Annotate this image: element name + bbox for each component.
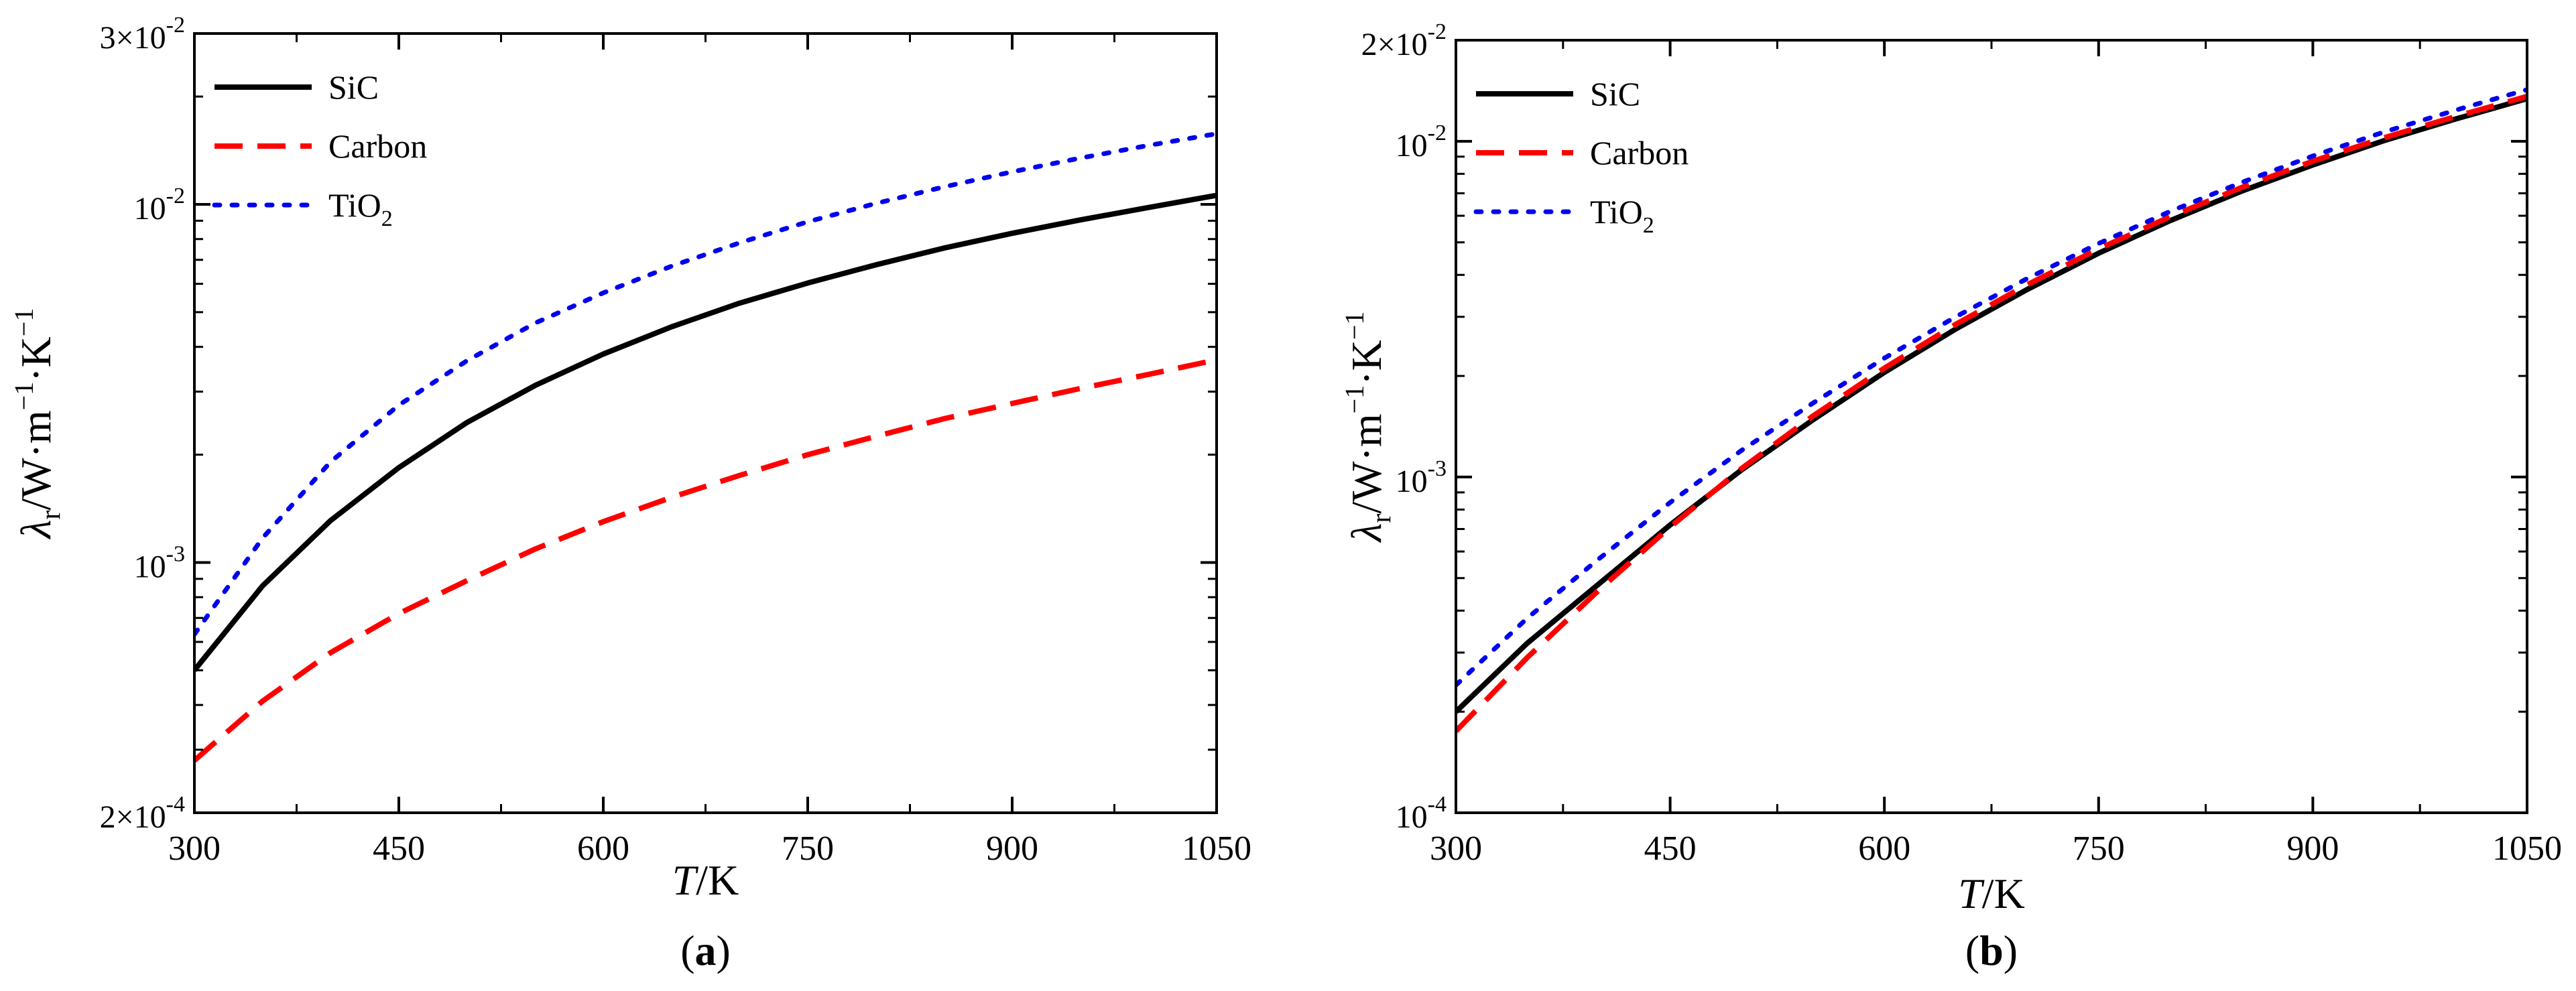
y-tick-exponent: -2	[166, 13, 185, 38]
legend-label-subscript: 2	[1643, 213, 1654, 238]
y-tick-exponent: -4	[1428, 792, 1447, 817]
x-axis-variable: T	[672, 856, 699, 904]
y-tick-label: 10-2	[134, 184, 185, 226]
y-tick-label: 10-3	[134, 541, 185, 584]
y-axis-subscript: r	[1366, 514, 1397, 523]
x-tick-label: 450	[1644, 830, 1697, 868]
series-line-tio2	[194, 131, 1217, 637]
series-line-tio2	[1456, 87, 2527, 687]
legend-label-sic: SiC	[328, 68, 379, 106]
y-tick-mantissa: 10	[134, 549, 166, 584]
y-tick-mantissa: 10	[1396, 464, 1428, 499]
x-axis-unit: /K	[696, 856, 739, 904]
y-tick-mantissa: 10	[1396, 128, 1428, 163]
legend-label-main: SiC	[1590, 75, 1640, 113]
x-tick-label: 900	[986, 830, 1038, 868]
x-axis-label: T/K	[672, 856, 739, 904]
series-line-sic	[194, 192, 1217, 672]
panel-label-close: )	[717, 927, 731, 974]
legend-label-tio2: TiO2	[328, 186, 393, 231]
panel-label-b: (b)	[1965, 927, 2018, 974]
panel-label-letter: a	[695, 927, 717, 974]
y-tick-exponent: -2	[166, 184, 185, 208]
legend-label-sic: SiC	[1590, 75, 1640, 113]
legend-label-main: Carbon	[1590, 134, 1689, 172]
chart-panel-a: 300 450 600 750 900 10503×10-210-210-32×10-4T…	[9, 13, 1251, 974]
x-tick-label: 750	[2073, 830, 2125, 868]
x-tick-label: 300	[168, 830, 221, 868]
y-axis-superscript: −1	[1339, 385, 1369, 414]
y-tick-label: 2×10-4	[100, 792, 185, 835]
y-axis-superscript: −1	[1339, 312, 1369, 340]
y-tick-exponent: -2	[1428, 121, 1447, 145]
y-axis-unit: /W·m	[1343, 413, 1390, 513]
series-line-sic	[1456, 96, 2527, 714]
legend-label-main: TiO	[1590, 193, 1643, 230]
y-axis-superscript: −1	[9, 382, 39, 411]
y-axis-unit: /W·m	[12, 410, 60, 510]
panel-label-close: )	[2004, 927, 2018, 974]
y-tick-mantissa: 3×10	[100, 20, 166, 56]
x-tick-label: 450	[373, 830, 425, 868]
legend-label-tio2: TiO2	[1590, 193, 1654, 238]
y-tick-label: 10-4	[1396, 792, 1447, 835]
legend-label-carbon: Carbon	[328, 127, 427, 165]
y-tick-label: 10-2	[1396, 121, 1447, 163]
legend-label-subscript: 2	[381, 206, 393, 231]
x-tick-label: 600	[1858, 830, 1910, 868]
y-axis-label: λr/W·m−1·K−1	[9, 308, 66, 540]
y-tick-exponent: -2	[1428, 19, 1447, 44]
legend-label-main: TiO	[328, 186, 381, 224]
y-tick-mantissa: 2×10	[1361, 27, 1428, 62]
panel-label-open: (	[680, 927, 694, 974]
chart-panel-b: 300 450 600 750 900 10502×10-210-210-310-4T/K…	[1339, 19, 2562, 974]
y-tick-mantissa: 10	[1396, 799, 1428, 835]
series-line-carbon	[1456, 94, 2527, 733]
y-tick-exponent: -3	[166, 541, 185, 566]
y-tick-label: 10-3	[1396, 456, 1447, 499]
x-tick-label: 600	[577, 830, 629, 868]
panel-label-letter: b	[1979, 927, 2004, 974]
x-tick-label: 750	[782, 830, 834, 868]
x-tick-label: 300	[1430, 830, 1482, 868]
x-tick-label: 900	[2286, 830, 2339, 868]
y-axis-superscript: −1	[9, 308, 39, 337]
y-axis-unit-k: ·K	[12, 336, 60, 382]
x-axis-label: T/K	[1958, 870, 2025, 917]
y-axis-symbol: λ	[12, 520, 60, 540]
y-tick-exponent: -3	[1428, 456, 1447, 481]
legend-label-main: Carbon	[328, 127, 427, 165]
y-tick-exponent: -4	[166, 792, 185, 817]
legend-label-main: SiC	[328, 68, 379, 106]
y-axis-subscript: r	[36, 511, 66, 520]
x-axis-unit: /K	[1982, 870, 2025, 917]
y-axis-unit-k: ·K	[1343, 340, 1390, 385]
y-axis-symbol: λ	[1343, 523, 1390, 543]
panel-label-open: (	[1965, 927, 1979, 974]
x-axis-variable: T	[1958, 870, 1985, 917]
y-tick-label: 3×10-2	[100, 13, 185, 56]
y-axis-label: λr/W·m−1·K−1	[1339, 312, 1397, 543]
x-tick-label: 1050	[2492, 830, 2562, 868]
panel-label-a: (a)	[680, 927, 731, 974]
legend-label-carbon: Carbon	[1590, 134, 1689, 172]
y-tick-label: 2×10-2	[1361, 19, 1447, 62]
y-tick-mantissa: 10	[134, 191, 166, 226]
series-line-carbon	[194, 357, 1217, 763]
x-tick-label: 1050	[1182, 830, 1251, 868]
y-tick-mantissa: 2×10	[100, 799, 166, 835]
